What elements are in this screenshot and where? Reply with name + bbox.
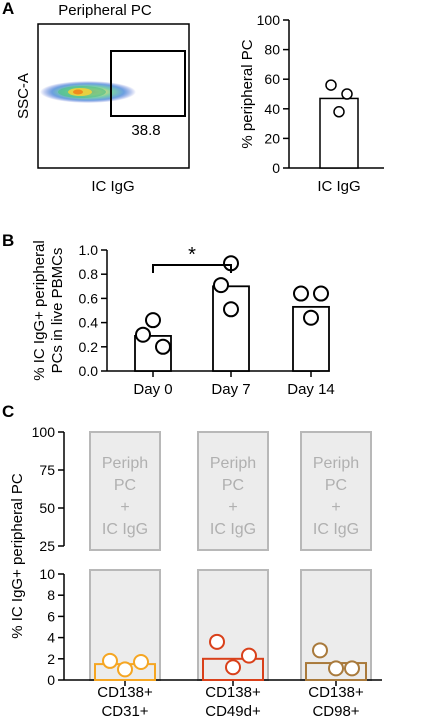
- chart-c-category-label: CD138+: [308, 684, 364, 701]
- chart-b-ylabel: % IC IgG+ peripheralPCs in live PBMCs: [31, 240, 66, 381]
- chart-c-box-label: Periph: [313, 455, 359, 472]
- chart-c-point: [102, 652, 118, 669]
- chart-a-y-tick-label: 100: [257, 12, 281, 28]
- chart-b-ylabel-line: PCs in live PBMCs: [49, 248, 66, 374]
- flow-plot-density-cloud: [40, 81, 136, 103]
- flow-plot-gate-value: 38.8: [131, 122, 160, 139]
- chart-c-y-tick-label-lower: 0: [47, 672, 55, 688]
- chart-c-box-label: IC IgG: [210, 521, 256, 538]
- flow-plot-gate: [110, 50, 186, 117]
- chart-b-point: [213, 277, 229, 294]
- chart-c-grey-box-upper: [89, 431, 161, 551]
- chart-b-y-tick-label: 0.4: [79, 315, 99, 331]
- chart-c: Periph PC + IC IgG Periph PC + IC IgG Periph PC + I…: [9, 424, 382, 720]
- chart-c-ylabel: % IC IgG+ peripheral PC: [9, 473, 26, 639]
- chart-c-y-tick-label-upper: 75: [39, 462, 55, 478]
- chart-b-point: [293, 285, 309, 302]
- chart-c-box-label: PC: [325, 477, 347, 494]
- chart-b-bar: [212, 285, 250, 372]
- chart-c-y-tick-label-upper: 50: [39, 500, 55, 516]
- chart-c-category-label: CD138+: [97, 684, 153, 701]
- chart-c-y-tick-label-lower: 4: [47, 630, 55, 646]
- panel-letter-c: C: [2, 402, 14, 421]
- flow-plot-ylabel: SSC-A: [15, 73, 32, 119]
- chart-c-grey-box-upper: [300, 431, 372, 551]
- chart-c-point: [241, 647, 257, 664]
- chart-c-box-label: +: [228, 499, 237, 516]
- chart-c-box-label: IC IgG: [313, 521, 359, 538]
- chart-c-grey-box-upper: [197, 431, 269, 551]
- chart-c-box-label: PC: [114, 477, 136, 494]
- chart-b: 0.0 0.2 0.4 0.6 0.8 1.0 % IC IgG+ peripheralPC…: [31, 240, 335, 398]
- chart-c-y-tick-label-lower: 6: [47, 608, 55, 624]
- chart-b-category-label: Day 7: [211, 381, 250, 398]
- chart-a-category-label: IC IgG: [317, 178, 360, 195]
- chart-c-y-tick-label-upper: 100: [32, 424, 56, 440]
- chart-c-y-tick-label-lower: 8: [47, 587, 55, 603]
- chart-c-point: [209, 633, 225, 650]
- chart-a-y-tick-label: 40: [264, 101, 280, 117]
- chart-c-y-tick-label-lower: 10: [39, 566, 55, 582]
- chart-b-ylabel-line: % IC IgG+ peripheral: [31, 240, 48, 381]
- chart-b-category-label: Day 14: [287, 381, 335, 398]
- chart-a-point: [325, 79, 337, 91]
- chart-b-y-tick-label: 0.6: [79, 290, 99, 306]
- chart-a-y-tick-label: 60: [264, 71, 280, 87]
- chart-c-box-label: PC: [222, 477, 244, 494]
- chart-b-y-tick-label: 0.8: [79, 266, 99, 282]
- chart-c-box-label: IC IgG: [102, 521, 148, 538]
- chart-c-box-label: Periph: [102, 455, 148, 472]
- chart-b-y-tick-label: 0.2: [79, 339, 99, 355]
- chart-b-point: [145, 312, 161, 329]
- chart-a-y-tick-label: 20: [264, 130, 280, 146]
- chart-a-y-tick-label: 80: [264, 42, 280, 58]
- chart-b-y-tick-label: 0.0: [79, 363, 99, 379]
- chart-a-ylabel: % peripheral PC: [239, 39, 256, 148]
- chart-c-point: [225, 659, 241, 676]
- flow-plot-xlabel: IC IgG: [91, 178, 134, 195]
- chart-b-point: [135, 326, 151, 343]
- chart-b-category-label: Day 0: [133, 381, 172, 398]
- chart-c-category-label: CD31+: [101, 703, 148, 720]
- chart-b-significance-label: *: [188, 244, 196, 266]
- chart-c-bar: [202, 657, 264, 681]
- chart-b-point: [155, 338, 171, 355]
- chart-c-category-label: CD98+: [312, 703, 359, 720]
- chart-c-y-tick-label-lower: 2: [47, 651, 55, 667]
- chart-c-category-label: CD49d+: [205, 703, 261, 720]
- chart-c-box-label: +: [331, 499, 340, 516]
- chart-c-point: [312, 642, 328, 659]
- chart-a-y-tick-label: 0: [272, 160, 280, 176]
- chart-b-point: [303, 309, 319, 326]
- chart-a-point: [333, 106, 345, 118]
- chart-b-significance-bracket: [152, 264, 232, 273]
- panel-letter-b: B: [2, 231, 14, 250]
- chart-b-point: [313, 285, 329, 302]
- chart-c-point: [344, 660, 360, 677]
- flow-plot-frame: [37, 23, 190, 169]
- chart-c-point: [117, 661, 133, 678]
- chart-c-box-label: +: [120, 499, 129, 516]
- chart-c-point: [133, 653, 149, 670]
- chart-c-category-label: CD138+: [205, 684, 261, 701]
- chart-b-y-tick-label: 1.0: [79, 242, 99, 258]
- flow-plot: Peripheral PC 38.8 IC IgG SSC-A: [15, 2, 190, 195]
- panel-letter-a: A: [2, 0, 14, 18]
- chart-c-y-tick-label-upper: 25: [39, 538, 55, 554]
- flow-plot-title: Peripheral PC: [58, 2, 152, 19]
- chart-a: 0 20 40 60 80 100% peripheral PC IC IgG: [239, 12, 384, 195]
- chart-c-box-label: Periph: [210, 455, 256, 472]
- chart-a-point: [341, 88, 353, 100]
- chart-c-point: [328, 660, 344, 677]
- chart-b-point: [223, 301, 239, 318]
